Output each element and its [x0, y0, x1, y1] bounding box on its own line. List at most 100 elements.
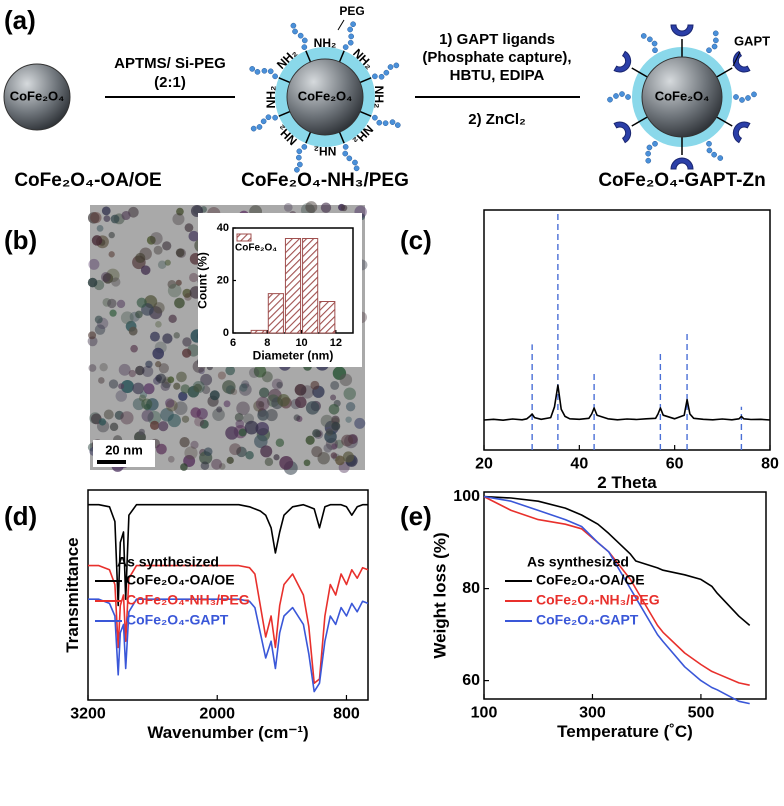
particle	[91, 235, 103, 246]
particle	[234, 412, 244, 422]
peg-bead	[717, 155, 724, 161]
peg-bead	[651, 40, 658, 47]
particle	[260, 445, 273, 458]
gapt-ligand	[670, 157, 694, 170]
peg-bead	[645, 157, 652, 164]
particle	[116, 299, 126, 309]
gapt-label: GAPT	[734, 33, 770, 48]
particle	[182, 348, 192, 358]
particle	[255, 396, 270, 411]
particle	[128, 369, 136, 378]
particle	[111, 277, 121, 287]
particle	[149, 331, 160, 342]
particle	[141, 409, 154, 422]
particle	[146, 235, 156, 245]
plot-frame	[483, 209, 771, 451]
particle	[88, 364, 97, 372]
x-axis-label: Wavenumber (cm⁻¹)	[147, 723, 308, 742]
particle	[283, 203, 293, 212]
particle	[200, 373, 213, 386]
histogram-bar	[319, 301, 336, 334]
peg-bead	[713, 37, 719, 44]
legend-swatch	[236, 233, 252, 242]
x-axis-label: Diameter (nm)	[253, 348, 334, 362]
peg-bead	[645, 150, 651, 157]
particle	[229, 443, 242, 456]
legend-label: CoFe₂O₄-OA/OE	[536, 572, 645, 588]
peg-bead	[297, 32, 304, 39]
peg-bead	[652, 47, 658, 54]
particle	[135, 252, 146, 264]
linker	[338, 131, 345, 144]
particle	[158, 421, 169, 432]
peg-bead	[712, 30, 719, 37]
gapt-ligand	[732, 50, 751, 73]
particle	[121, 210, 131, 221]
particle	[331, 443, 338, 450]
particle	[239, 383, 248, 392]
particle	[279, 455, 294, 470]
particle	[244, 420, 259, 435]
particle	[174, 297, 185, 309]
gapt-ligand	[732, 121, 751, 144]
peg-bead	[739, 97, 745, 103]
particle	[264, 457, 274, 467]
particle	[320, 202, 332, 213]
particle	[295, 396, 307, 409]
peg-bead	[706, 47, 712, 54]
linker	[359, 110, 372, 117]
particle	[106, 268, 120, 283]
core-label: CoFe₂O₄	[655, 88, 710, 103]
particle	[108, 251, 115, 258]
legend-label: CoFe₂O₄-NH₃/PEG	[536, 592, 660, 608]
particle	[120, 411, 134, 425]
particle	[87, 277, 98, 288]
core-label: CoFe₂O₄	[10, 88, 65, 103]
particle	[152, 347, 165, 360]
label-pointer	[732, 51, 741, 67]
particle	[257, 409, 269, 421]
particle	[99, 362, 108, 372]
histogram-bar	[250, 329, 267, 334]
peg-bead	[383, 69, 390, 76]
particle	[293, 414, 301, 421]
particle	[160, 381, 171, 391]
peg-label: PEG	[339, 4, 364, 18]
peg-bead	[342, 44, 349, 50]
particle	[339, 373, 353, 387]
particle	[340, 204, 348, 212]
particle	[178, 391, 188, 401]
particle	[331, 421, 341, 431]
linker	[305, 50, 312, 63]
peg-bead	[352, 159, 358, 166]
peg-bead	[394, 122, 401, 128]
particle	[150, 232, 163, 245]
peg-bead	[256, 124, 263, 130]
particle	[223, 400, 231, 408]
particle	[236, 446, 247, 458]
particle	[194, 416, 205, 427]
x-tick-label: 3200	[70, 706, 106, 723]
particle	[225, 426, 239, 440]
particle	[173, 332, 180, 339]
gapt-ligand	[670, 24, 694, 37]
chart: 20 40 60 80 2 Theta	[475, 209, 779, 492]
particle	[189, 272, 199, 283]
legend-label: CoFe₂O₄-NH₃/PEG	[126, 592, 250, 608]
step-text: (2:1)	[154, 74, 186, 91]
particle	[203, 447, 213, 456]
peg-bead	[353, 165, 360, 172]
particle	[273, 454, 280, 461]
linker	[631, 67, 648, 78]
particle	[235, 419, 245, 429]
particle	[345, 401, 356, 412]
particle	[135, 365, 145, 376]
particle	[190, 407, 201, 418]
particle	[140, 265, 151, 275]
particle	[167, 283, 182, 298]
nanoparticle	[3, 63, 71, 131]
linker	[359, 77, 372, 84]
peg-bead	[272, 73, 278, 80]
y-tick-label: 60	[462, 672, 480, 689]
peg-bead	[387, 64, 394, 70]
